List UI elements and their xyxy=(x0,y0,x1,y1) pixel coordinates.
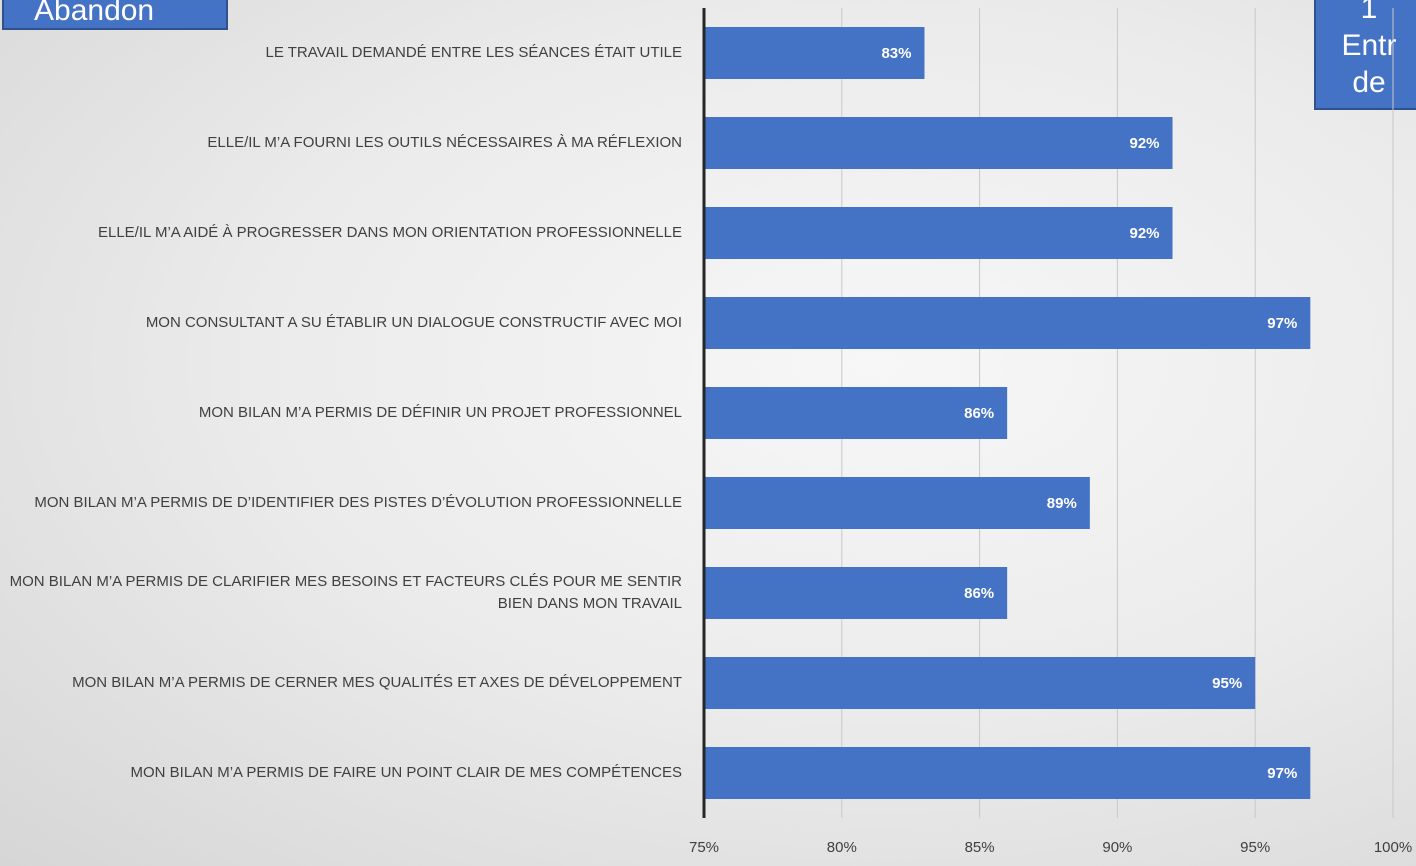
bar xyxy=(704,477,1090,529)
x-tick-label: 95% xyxy=(1240,839,1270,856)
bar xyxy=(704,567,1008,619)
bar xyxy=(704,657,1256,709)
x-tick-label: 100% xyxy=(1374,839,1412,856)
right-badge-line: 1 xyxy=(1360,0,1378,25)
category-label: Mon consultant a su établir un dialogue … xyxy=(145,314,682,331)
bar xyxy=(704,747,1311,799)
bar-data-label: 95% xyxy=(1212,675,1242,692)
bar-data-label: 86% xyxy=(964,405,994,422)
x-tick-label: 90% xyxy=(1102,839,1132,856)
category-label: Mon bilan m’a permis de définir un proje… xyxy=(198,404,682,421)
category-label: Elle/il m’a aidé à progresser dans mon o… xyxy=(97,224,682,241)
bar-data-label: 83% xyxy=(881,45,911,62)
x-tick-label: 75% xyxy=(689,839,719,856)
right-badge-line: de xyxy=(1352,66,1386,99)
bar xyxy=(704,117,1173,169)
category-label: Mon bilan m’a permis de cerner mes quali… xyxy=(72,674,682,691)
bar-data-label: 97% xyxy=(1267,315,1297,332)
bar xyxy=(704,297,1311,349)
category-label: Mon bilan m’a permis de faire un point c… xyxy=(130,764,682,781)
bar xyxy=(704,387,1008,439)
bar-data-label: 92% xyxy=(1129,225,1159,242)
bar xyxy=(704,27,925,79)
bar-data-label: 86% xyxy=(964,585,994,602)
bar-data-label: 89% xyxy=(1047,495,1077,512)
category-label: Mon bilan m’a permis de d’identifier des… xyxy=(34,494,682,511)
x-tick-label: 80% xyxy=(827,839,857,856)
category-label: Mon bilan m’a permis de clarifier mes be… xyxy=(9,573,682,612)
abandon-badge: Abandon xyxy=(2,0,228,30)
right-badge-line: Entr xyxy=(1341,29,1397,62)
category-label: Le travail demandé entre les séances éta… xyxy=(265,44,683,61)
bar-data-label: 97% xyxy=(1267,765,1297,782)
category-label: Elle/il m’a fourni les outils nécessaire… xyxy=(207,134,682,151)
x-tick-label: 85% xyxy=(965,839,995,856)
right-badge: 1 Entr de xyxy=(1314,0,1416,110)
bar-data-label: 92% xyxy=(1129,135,1159,152)
bar xyxy=(704,207,1173,259)
